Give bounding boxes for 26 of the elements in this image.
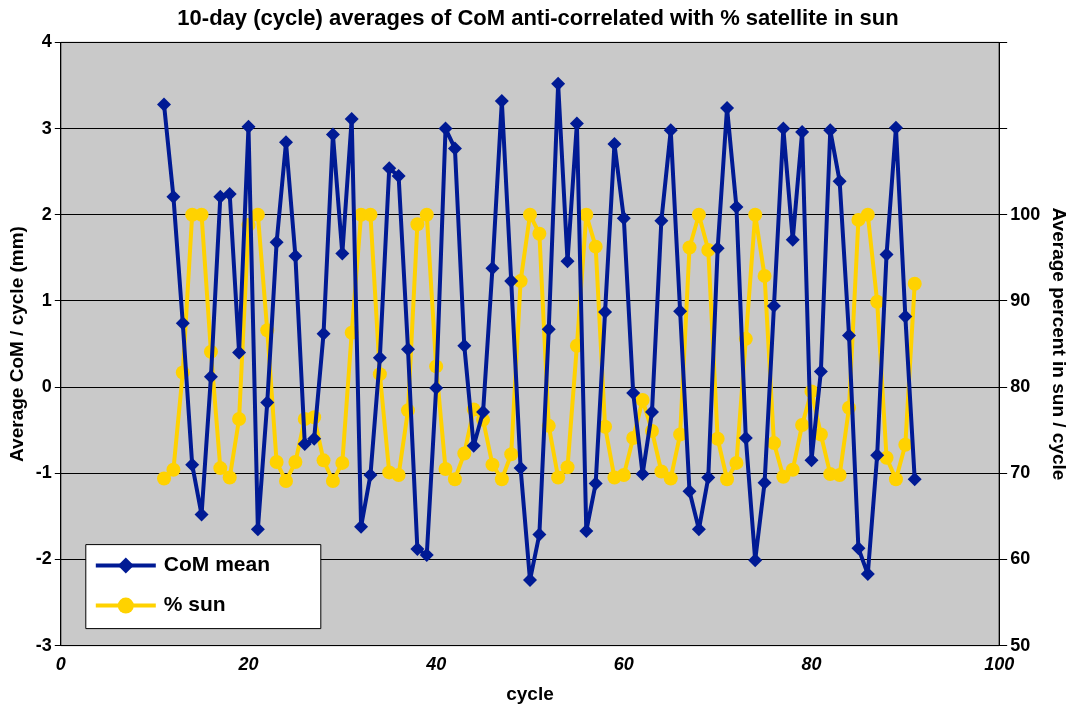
x-tick-label: 40 [425,654,447,675]
y2-axis-title: Average percent in sun / cycle [1049,207,1071,481]
x-axis-title: cycle [506,682,554,704]
legend-label: % sun [163,592,226,616]
y-tick-label: 2 [41,203,52,224]
y-tick-label: 0 [41,376,52,397]
y2-tick-label: 90 [1010,289,1031,310]
y2-tick-label: 80 [1010,376,1031,397]
x-tick-label: 100 [984,654,1015,675]
chart-title: 10-day (cycle) averages of CoM anti-correlated with % satellite in sun [177,5,899,31]
x-tick-label: 20 [237,654,259,675]
x-tick-label: 80 [801,654,822,675]
y2-tick-label: 100 [1010,203,1041,224]
y-axis-title: Average CoM / cycle (mm) [5,226,27,462]
y2-tick-label: 70 [1010,462,1031,483]
y-tick-label: -3 [35,634,52,655]
y2-tick-label: 60 [1010,548,1031,569]
x-tick-label: 60 [613,654,634,675]
y-tick-label: -2 [35,548,52,569]
y-tick-label: 4 [41,31,52,52]
y-tick-label: -1 [35,462,52,483]
x-tick-label: 0 [55,654,66,675]
legend-label: CoM mean [163,552,270,576]
y-tick-label: 1 [41,289,52,310]
y2-tick-label: 50 [1010,634,1031,655]
y-tick-label: 3 [41,117,52,138]
